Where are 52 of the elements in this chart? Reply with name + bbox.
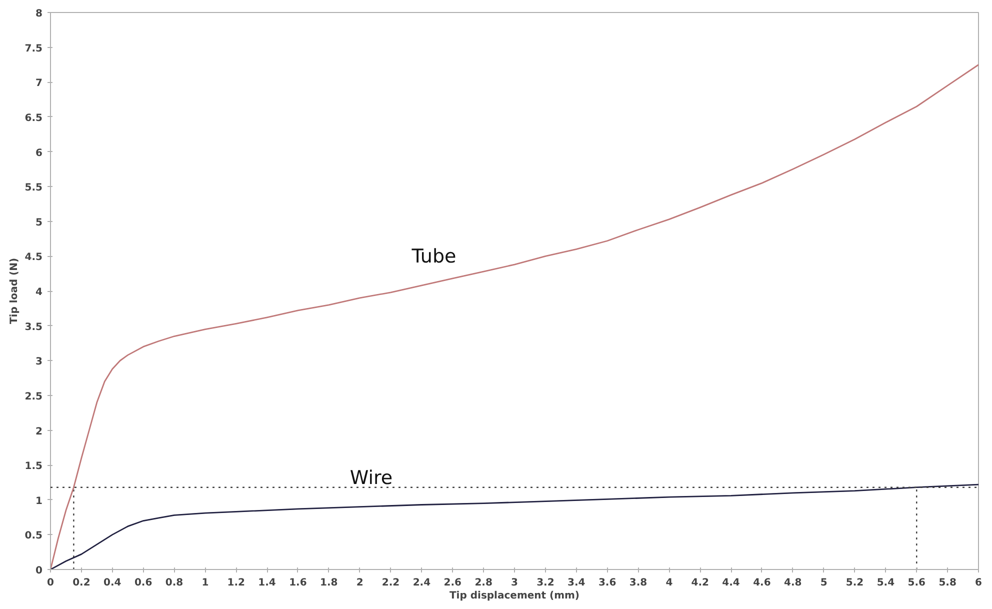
- y-tick-label: 5: [36, 217, 43, 228]
- y-tick-label: 1.5: [24, 461, 43, 472]
- x-tick-label: 1.2: [227, 578, 245, 588]
- y-tick-label: 2.5: [24, 391, 43, 402]
- x-tick-label: 4.2: [691, 578, 709, 588]
- x-tick-label: 5.6: [908, 578, 926, 588]
- y-tick-label: 8: [36, 8, 43, 20]
- x-tick-label: 2.2: [382, 578, 400, 588]
- x-tick-label: 0.6: [134, 578, 152, 588]
- x-axis-title: Tip displacement (mm): [449, 590, 580, 602]
- x-tick-label: 3: [511, 578, 518, 588]
- x-tick-label: 2.8: [474, 578, 492, 588]
- y-tick-label: 1: [36, 496, 43, 507]
- y-tick-label: 2: [36, 426, 43, 438]
- y-tick-label: 6: [36, 148, 43, 159]
- x-tick-label: 3.8: [629, 578, 648, 588]
- y-axis-title: Tip load (N): [8, 258, 20, 324]
- x-tick-label: 0.2: [72, 578, 90, 588]
- y-tick-label: 4: [36, 287, 43, 298]
- x-tick-label: 1.6: [289, 578, 307, 588]
- x-tick-label: 1: [202, 578, 209, 588]
- y-tick-label: 3: [36, 356, 43, 368]
- y-tick-label: 0: [36, 566, 43, 576]
- x-tick-label: 4.8: [784, 578, 802, 588]
- x-tick-label: 3.2: [536, 578, 554, 588]
- y-tick-label: 6.5: [24, 112, 43, 124]
- series-label: Tube: [410, 245, 456, 268]
- x-tick-label: 0: [47, 578, 54, 588]
- y-tick-label: 4.5: [24, 252, 43, 264]
- y-tick-label: 0.5: [24, 530, 43, 542]
- x-tick-label: 5.4: [876, 578, 895, 588]
- x-tick-label: 0.4: [104, 578, 122, 588]
- series-label: Wire: [350, 466, 393, 489]
- x-tick-label: 6: [975, 578, 982, 588]
- x-tick-label: 5.8: [938, 578, 956, 588]
- x-tick-label: 5: [820, 578, 828, 588]
- x-tick-label: 1.8: [320, 578, 338, 588]
- x-tick-label: 2: [356, 578, 364, 588]
- x-tick-label: 4: [666, 578, 673, 588]
- x-tick-label: 4.6: [753, 578, 771, 588]
- x-tick-label: 4.4: [722, 578, 740, 588]
- x-tick-label: 5.2: [846, 578, 864, 588]
- x-tick-label: 1.4: [258, 578, 276, 588]
- x-tick-label: 3.4: [568, 578, 586, 588]
- y-tick-label: 5.5: [24, 182, 43, 194]
- x-tick-label: 3.6: [598, 578, 616, 588]
- y-tick-label: 7: [36, 78, 43, 90]
- x-tick-label: 0.8: [165, 578, 184, 588]
- y-tick-label: 7.5: [24, 43, 43, 54]
- x-tick-label: 2.6: [444, 578, 462, 588]
- x-tick-label: 2.4: [412, 578, 431, 588]
- y-tick-label: 3.5: [24, 322, 43, 333]
